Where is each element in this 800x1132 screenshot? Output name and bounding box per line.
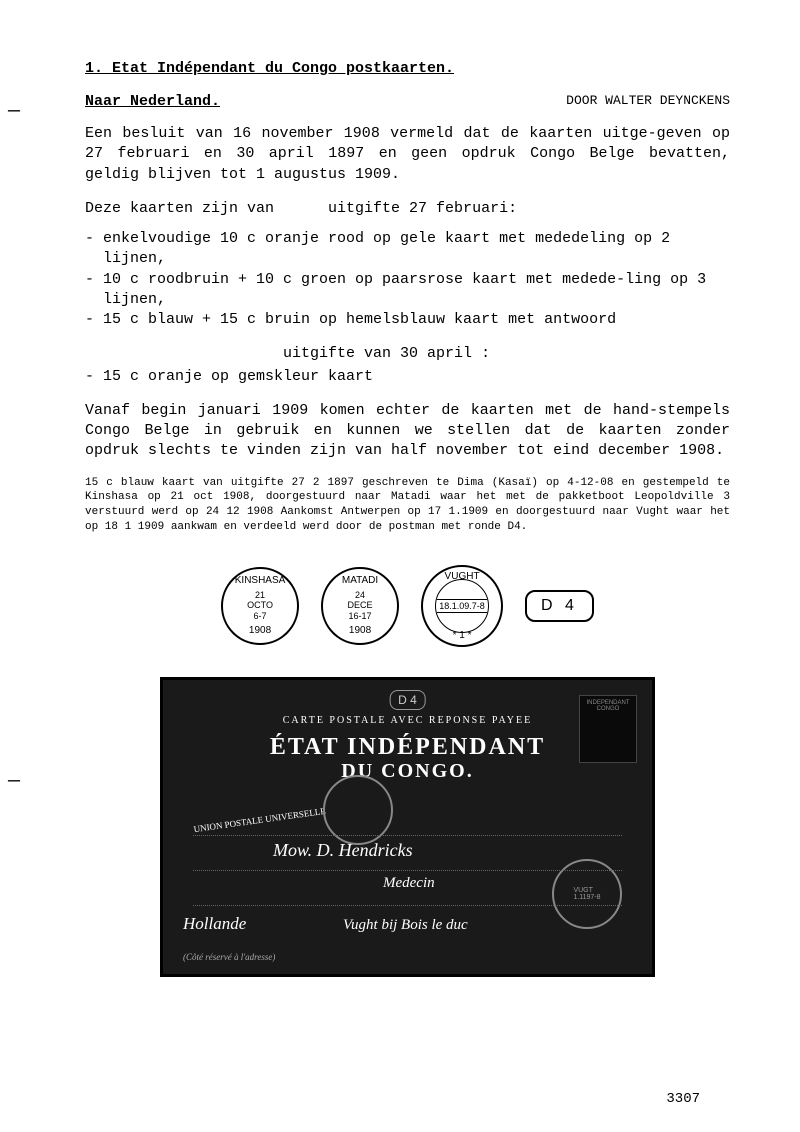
list-item: - 10 c roodbruin + 10 c groen op paarsro… — [85, 270, 730, 311]
postcard-header: CARTE POSTALE AVEC REPONSE PAYEE — [283, 715, 533, 726]
postmark-top: KINSHASA — [235, 575, 286, 587]
list-item: - 15 c blauw + 15 c bruin op hemelsblauw… — [85, 310, 730, 330]
postmark-vught: VUGHT 18.1.09.7-8 * 1 * — [421, 565, 503, 647]
document-title: 1. Etat Indépendant du Congo postkaarten… — [85, 60, 730, 77]
postcard-note: (Côté réservé à l'adresse) — [183, 952, 275, 962]
d4-mark: D 4 — [525, 590, 594, 622]
postmark-line: OCTO — [247, 600, 273, 611]
page-number: 3307 — [666, 1091, 700, 1107]
uitgifte-april-label: uitgifte van 30 april : — [85, 344, 730, 364]
list-feb: - enkelvoudige 10 c oranje rood op gele … — [85, 229, 730, 330]
postcard-reproduction: D 4 CARTE POSTALE AVEC REPONSE PAYEE ÉTA… — [160, 677, 655, 977]
postmark-matadi: MATADI 24 DECE 16-17 1908 — [321, 567, 399, 645]
binding-mark: — — [8, 770, 20, 793]
postmark-line: 21 — [255, 590, 265, 601]
postmark-line: 24 — [355, 590, 365, 601]
postmark-bottom: 1908 — [349, 625, 371, 637]
postcard-union-label: UNION POSTALE UNIVERSELLE — [193, 806, 326, 834]
address-line — [193, 870, 622, 871]
caption-paragraph: 15 c blauw kaart van uitgifte 27 2 1897 … — [85, 476, 730, 535]
paragraph-2-intro: Deze kaarten zijn van uitgifte 27 februa… — [85, 199, 730, 219]
postmark-date: 18.1.09.7-8 — [437, 599, 487, 613]
postcard-place: Medecin — [383, 875, 435, 892]
stamp-label: INDEPENDANTCONGO — [580, 696, 636, 712]
paragraph-3: Vanaf begin januari 1909 komen echter de… — [85, 401, 730, 462]
postmark-top: MATADI — [342, 575, 378, 587]
d4-overlay: D 4 — [389, 690, 426, 710]
paragraph-1: Een besluit van 16 november 1908 vermeld… — [85, 124, 730, 185]
overlay-text: VUGT1.1197-8 — [573, 887, 600, 901]
list-item: - enkelvoudige 10 c oranje rood op gele … — [85, 229, 730, 270]
postmark-line: 6-7 — [254, 611, 267, 622]
postmark-line: 16-17 — [349, 611, 372, 622]
postmark-bottom: 1908 — [249, 625, 271, 637]
subtitle-row: Naar Nederland. DOOR WALTER DEYNCKENS — [85, 93, 730, 110]
author-byline: DOOR WALTER DEYNCKENS — [566, 93, 730, 110]
postmark-bottom: * 1 * — [453, 630, 472, 641]
postmarks-row: KINSHASA 21 OCTO 6-7 1908 MATADI 24 DECE… — [85, 565, 730, 647]
postmark-line: DECE — [348, 600, 373, 611]
subtitle: Naar Nederland. — [85, 93, 220, 110]
address-line — [193, 835, 622, 836]
list-apr: - 15 c oranje op gemskleur kaart — [85, 367, 730, 387]
postcard-addressee: Mow. D. Hendricks — [273, 840, 413, 861]
postcard-stamp: INDEPENDANTCONGO — [579, 695, 637, 763]
list-item: - 15 c oranje op gemskleur kaart — [85, 367, 730, 387]
postcard-country: Hollande — [183, 914, 246, 934]
binding-mark: — — [8, 100, 20, 123]
postmark-top: VUGHT — [445, 571, 480, 582]
postcard-title-line1: ÉTAT INDÉPENDANT — [270, 734, 545, 760]
postcard-dest: Vught bij Bois le duc — [343, 917, 468, 934]
postmark-inner-ring: 18.1.09.7-8 — [435, 579, 489, 633]
postmark-kinshasa: KINSHASA 21 OCTO 6-7 1908 — [221, 567, 299, 645]
address-line — [193, 905, 622, 906]
